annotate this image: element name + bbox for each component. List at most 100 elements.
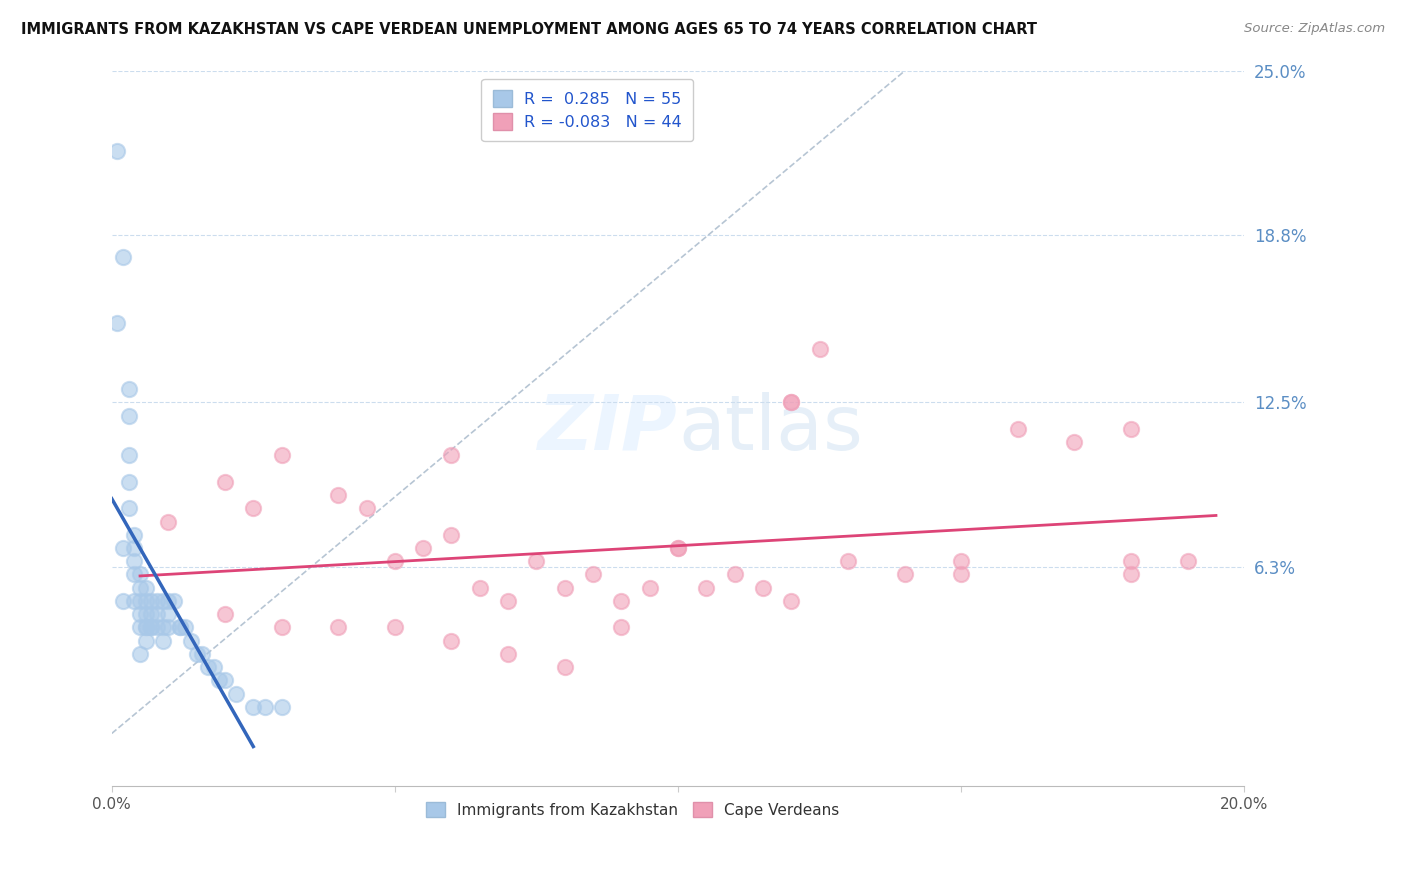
Point: [124, 594, 146, 608]
Point: [270, 620, 292, 634]
Point: [124, 567, 146, 582]
Point: [135, 620, 157, 634]
Point: [112, 594, 135, 608]
Point: [695, 581, 717, 595]
Point: [610, 620, 633, 634]
Point: [124, 541, 146, 555]
Point: [208, 673, 231, 688]
Point: [129, 581, 152, 595]
Point: [328, 620, 350, 634]
Point: [752, 581, 775, 595]
Point: [124, 554, 146, 568]
Point: [135, 607, 157, 622]
Point: [242, 700, 264, 714]
Point: [893, 567, 915, 582]
Text: IMMIGRANTS FROM KAZAKHSTAN VS CAPE VERDEAN UNEMPLOYMENT AMONG AGES 65 TO 74 YEAR: IMMIGRANTS FROM KAZAKHSTAN VS CAPE VERDE…: [21, 22, 1038, 37]
Point: [202, 660, 225, 674]
Point: [610, 594, 633, 608]
Point: [328, 488, 350, 502]
Point: [157, 607, 180, 622]
Point: [1063, 435, 1085, 450]
Point: [440, 448, 463, 462]
Point: [169, 620, 191, 634]
Point: [146, 620, 169, 634]
Point: [169, 620, 191, 634]
Point: [157, 594, 180, 608]
Point: [135, 633, 157, 648]
Point: [242, 501, 264, 516]
Point: [1119, 567, 1142, 582]
Point: [141, 594, 163, 608]
Point: [152, 633, 174, 648]
Point: [214, 475, 236, 489]
Point: [135, 620, 157, 634]
Point: [780, 594, 803, 608]
Point: [253, 700, 276, 714]
Point: [384, 554, 406, 568]
Point: [780, 395, 803, 409]
Point: [197, 660, 219, 674]
Point: [157, 515, 180, 529]
Point: [152, 594, 174, 608]
Point: [152, 620, 174, 634]
Point: [118, 475, 141, 489]
Point: [135, 581, 157, 595]
Point: [163, 594, 186, 608]
Point: [146, 607, 169, 622]
Point: [412, 541, 434, 555]
Point: [808, 343, 831, 357]
Point: [214, 607, 236, 622]
Point: [468, 581, 491, 595]
Point: [124, 528, 146, 542]
Point: [180, 633, 202, 648]
Point: [1119, 554, 1142, 568]
Point: [141, 620, 163, 634]
Point: [112, 541, 135, 555]
Point: [129, 567, 152, 582]
Text: atlas: atlas: [678, 392, 863, 466]
Point: [554, 660, 576, 674]
Point: [105, 316, 128, 330]
Point: [554, 581, 576, 595]
Point: [112, 250, 135, 264]
Point: [141, 607, 163, 622]
Point: [440, 528, 463, 542]
Point: [1007, 422, 1029, 436]
Point: [440, 633, 463, 648]
Point: [118, 448, 141, 462]
Point: [129, 607, 152, 622]
Point: [118, 501, 141, 516]
Point: [129, 620, 152, 634]
Point: [1177, 554, 1199, 568]
Point: [950, 554, 973, 568]
Point: [118, 382, 141, 396]
Point: [174, 620, 197, 634]
Point: [146, 594, 169, 608]
Point: [723, 567, 745, 582]
Point: [384, 620, 406, 634]
Point: [118, 409, 141, 423]
Text: Source: ZipAtlas.com: Source: ZipAtlas.com: [1244, 22, 1385, 36]
Point: [129, 594, 152, 608]
Point: [1119, 422, 1142, 436]
Point: [186, 647, 208, 661]
Point: [526, 554, 548, 568]
Point: [214, 673, 236, 688]
Point: [582, 567, 605, 582]
Legend: Immigrants from Kazakhstan, Cape Verdeans: Immigrants from Kazakhstan, Cape Verdean…: [419, 794, 846, 825]
Point: [837, 554, 859, 568]
Point: [638, 581, 661, 595]
Point: [666, 541, 689, 555]
Text: ZIP: ZIP: [538, 392, 678, 466]
Point: [270, 448, 292, 462]
Point: [141, 620, 163, 634]
Point: [780, 395, 803, 409]
Point: [129, 647, 152, 661]
Point: [270, 700, 292, 714]
Point: [496, 647, 519, 661]
Point: [496, 594, 519, 608]
Point: [225, 687, 247, 701]
Point: [135, 594, 157, 608]
Point: [950, 567, 973, 582]
Point: [157, 620, 180, 634]
